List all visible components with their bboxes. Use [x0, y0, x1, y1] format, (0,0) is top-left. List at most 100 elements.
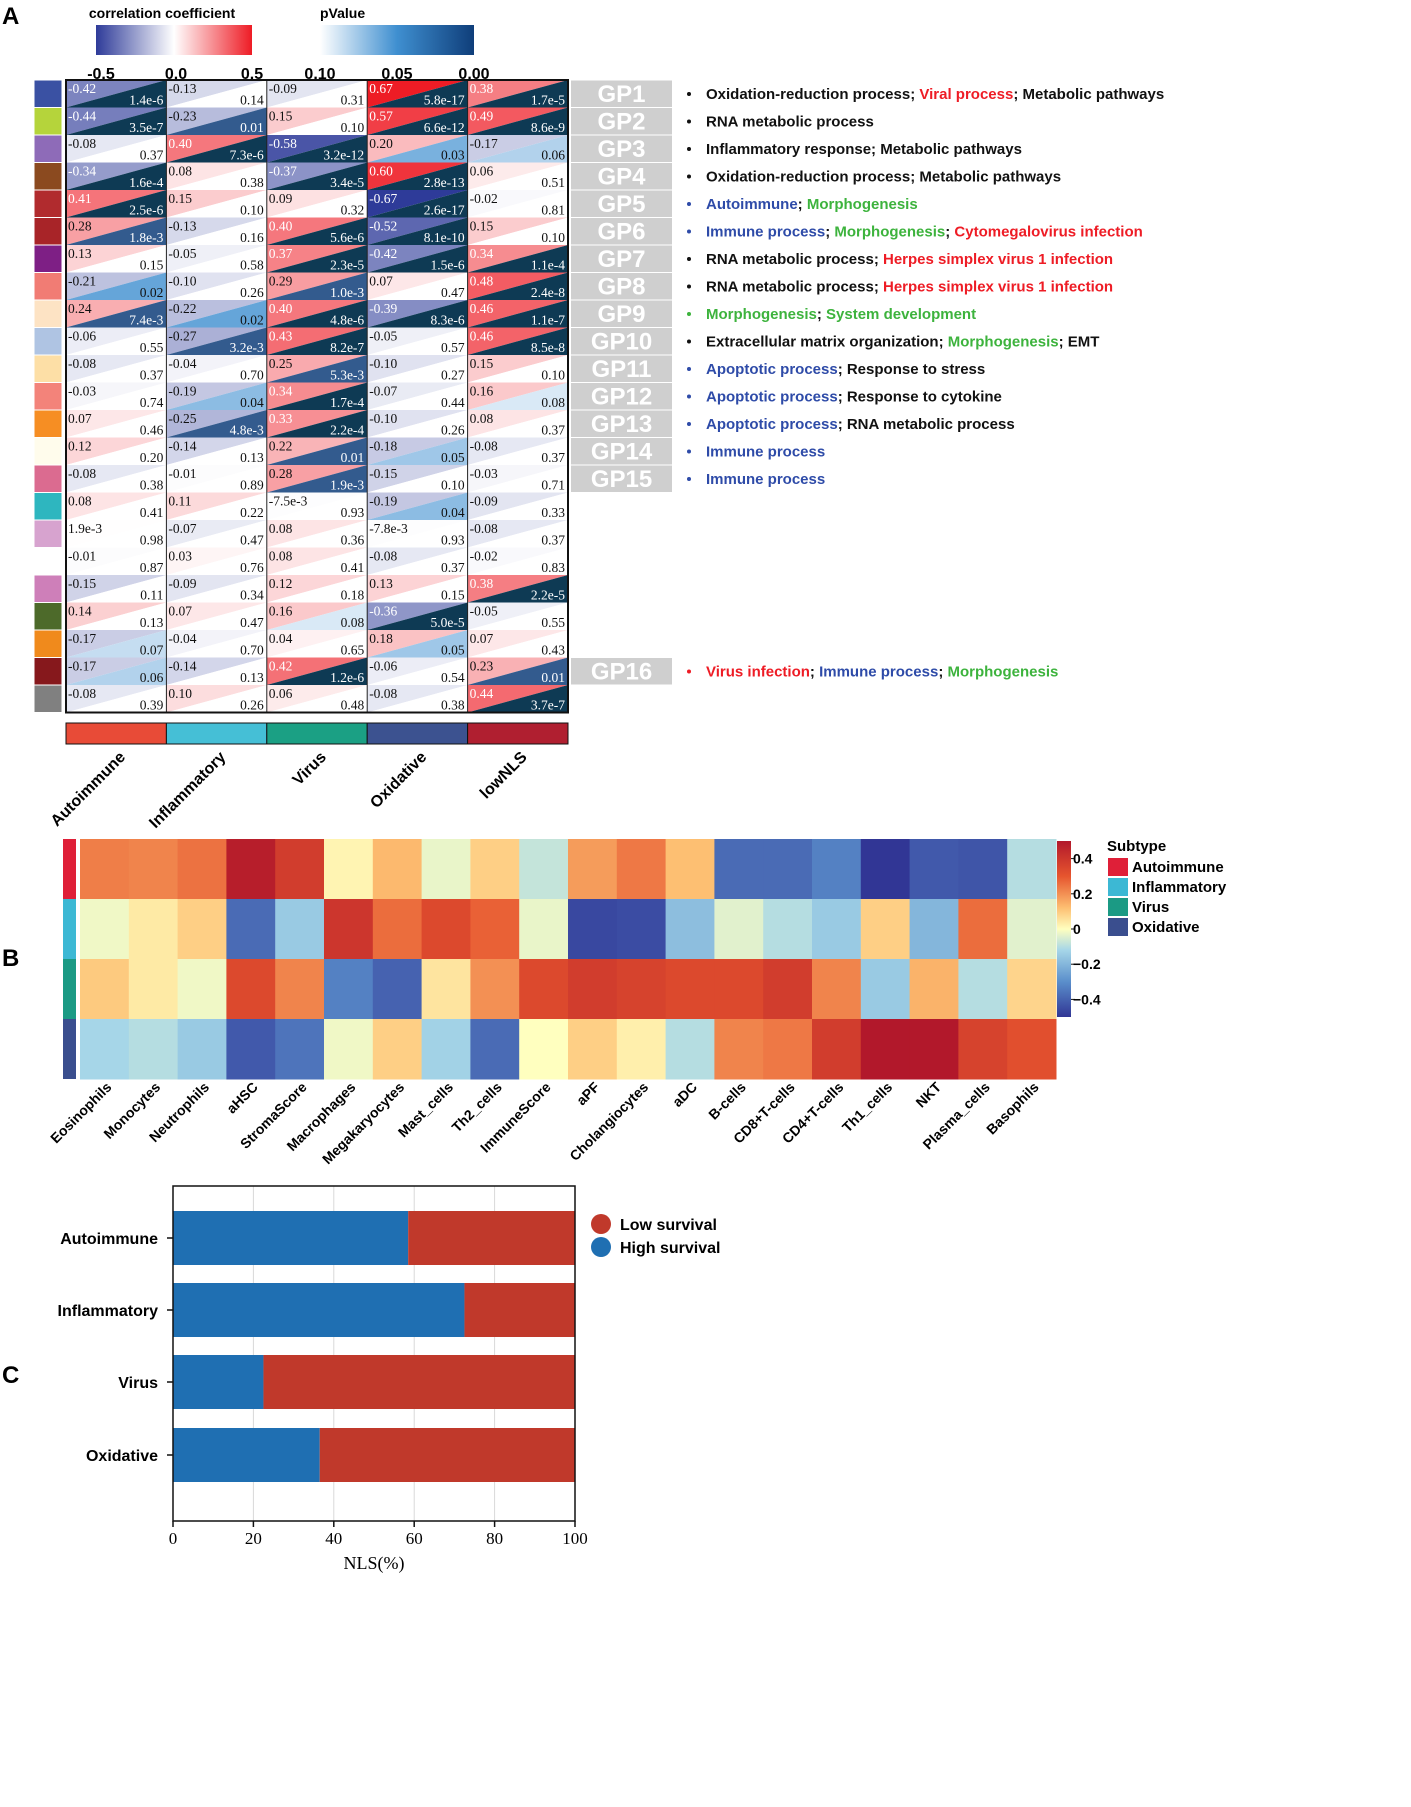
corr-value-label: -0.17 — [470, 136, 498, 151]
row-color-swatch — [33, 299, 63, 328]
corr-value-label: -0.04 — [168, 631, 196, 646]
pvalue-triangle — [367, 657, 468, 685]
heatmap-cell — [470, 959, 520, 1020]
corr-value-label: -0.08 — [369, 549, 397, 564]
pvalue-label: 1.9e-3 — [330, 478, 364, 493]
pvalue-label: 0.04 — [441, 505, 465, 520]
heatmap-cell — [860, 959, 911, 1020]
pvalue-label: 1.4e-6 — [129, 93, 163, 108]
gp-box — [571, 465, 672, 492]
corr-value-label: 0.40 — [269, 219, 293, 234]
corr-value-label: -0.08 — [470, 439, 498, 454]
pvalue-triangle — [166, 630, 267, 658]
heatmap-cell — [519, 1019, 569, 1080]
panel-c-barchart: Autoimmune Inflammatory Virus Oxidative 0 20 4… — [58, 1185, 720, 1574]
pvalue-triangle — [266, 410, 368, 438]
heatmap-cell — [80, 839, 130, 900]
heatmap-cell — [958, 839, 1008, 900]
corr-value-label: 0.07 — [470, 631, 494, 646]
heatmap-cell — [128, 899, 179, 960]
x-tick-label: 40 — [325, 1529, 342, 1548]
heatmap-cell — [226, 899, 276, 960]
gp-bullet — [687, 312, 691, 316]
pvalue-triangle — [266, 190, 368, 218]
pvalue-triangle — [367, 410, 468, 438]
corr-value-label: -0.05 — [369, 329, 397, 344]
gp-description: RNA metabolic process — [706, 114, 874, 131]
heatmap-cell — [80, 1019, 130, 1080]
corr-value-label: 0.41 — [68, 191, 92, 206]
heatmap-cell — [714, 959, 764, 1020]
corr-value-label: -0.08 — [68, 356, 96, 371]
gp-label: GP16 — [591, 659, 652, 686]
pvalue-triangle — [166, 437, 267, 465]
heatmap-cell — [372, 959, 423, 1020]
gp-description-part: ; Metabolic pathways — [1013, 86, 1164, 103]
corr-value-label: -0.36 — [369, 604, 397, 619]
pvalue-label: 0.70 — [240, 368, 264, 383]
pvalue-label: 7.3e-6 — [230, 148, 264, 163]
pvalue-label: 2.6e-17 — [424, 203, 465, 218]
gp-box — [571, 218, 672, 245]
gp-box — [571, 438, 672, 465]
corr-value-label: 0.57 — [369, 109, 393, 124]
subtype-annotation-bar — [63, 899, 76, 959]
heatmap-cell — [812, 899, 862, 960]
pvalue-triangle — [266, 107, 368, 135]
gp-label: GP6 — [597, 219, 645, 246]
corr-value-label: -0.09 — [168, 576, 196, 591]
colorbar-tick-label: 0.4 — [1073, 851, 1093, 867]
pvalue-label: 5.0e-5 — [430, 615, 464, 630]
corr-value-label: -0.10 — [369, 356, 397, 371]
heatmap-cell — [616, 1019, 667, 1080]
heatmap-cell — [177, 899, 227, 960]
heatmap-cell — [421, 839, 471, 900]
corr-value-label: 0.33 — [269, 411, 293, 426]
corr-value-label: -0.15 — [68, 576, 96, 591]
column-color-bar — [65, 722, 167, 745]
pvalue-triangle — [166, 272, 267, 300]
heatmap-cell — [568, 1019, 618, 1080]
gp-label: GP1 — [597, 81, 645, 108]
pvalue-triangle — [266, 437, 368, 465]
row-color-swatch — [33, 134, 63, 163]
pvalue-triangle — [467, 575, 568, 603]
row-color-swatch — [33, 162, 63, 191]
gp-description-part: Morphogenesis — [834, 224, 945, 241]
pvalue-triangle — [467, 547, 568, 575]
gp-description-part: ; — [817, 306, 826, 323]
pvalue-label: 0.38 — [240, 175, 264, 190]
pvalue-label: 0.14 — [240, 93, 264, 108]
heatmap-cell — [616, 839, 667, 900]
pvalue-triangle — [367, 190, 468, 218]
gp-description-part: Oxidation-reduction process; Metabolic p… — [706, 169, 1061, 186]
gp-description: RNA metabolic process; Herpes simplex vi… — [706, 251, 1113, 268]
heatmap-cell — [421, 959, 471, 1020]
pvalue-triangle — [66, 162, 167, 190]
heatmap-cell — [665, 959, 715, 1020]
pvalue-label: 3.4e-5 — [330, 175, 364, 190]
row-color-swatch — [33, 492, 63, 521]
pvalue-triangle — [467, 217, 568, 245]
gp-bullet — [687, 422, 691, 426]
gp-label: GP14 — [591, 439, 653, 466]
pvalue-triangle — [166, 107, 267, 135]
column-label: Inflammatory — [146, 749, 229, 832]
legend-label: High survival — [620, 1240, 720, 1257]
pvalue-label: 0.44 — [441, 395, 465, 410]
heatmap-cell — [909, 839, 959, 900]
pvalue-label: 0.37 — [441, 560, 465, 575]
panel-label-b: B — [2, 945, 19, 972]
pvalue-label: 4.8e-6 — [330, 313, 364, 328]
pvalue-triangle — [467, 437, 568, 465]
corr-value-label: -0.17 — [68, 659, 96, 674]
corr-value-label: 0.37 — [269, 246, 293, 261]
gp-description: Oxidation-reduction process; Metabolic p… — [706, 169, 1061, 186]
cell-type-label: B-cells — [705, 1079, 749, 1123]
gp-description-part: Cytomegalovirus infection — [954, 224, 1142, 241]
gp-box — [571, 355, 672, 382]
gp-label: GP4 — [597, 164, 646, 191]
corr-value-label: -0.13 — [168, 81, 196, 96]
corr-value-label: 0.06 — [470, 164, 494, 179]
column-label: Oxidative — [367, 749, 430, 812]
